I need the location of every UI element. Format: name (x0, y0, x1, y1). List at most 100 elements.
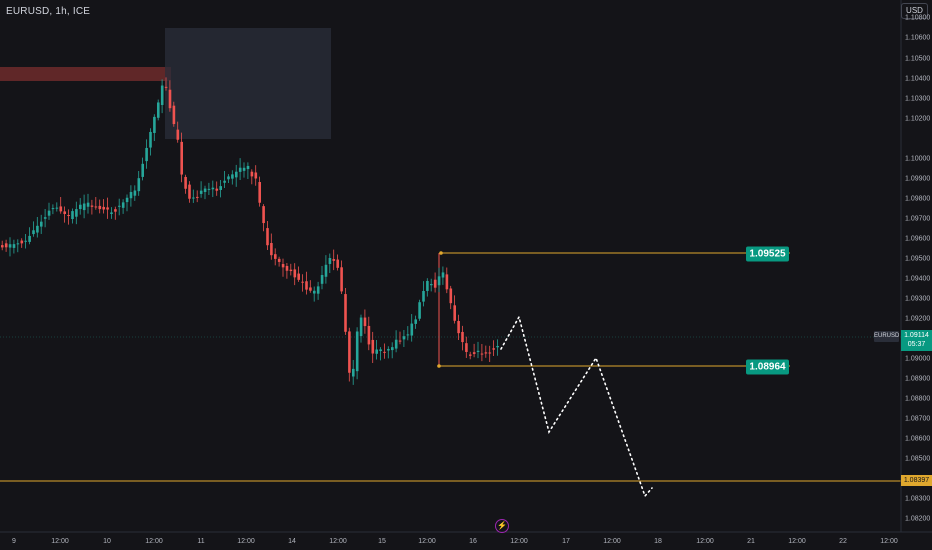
candle-body (98, 205, 102, 210)
candle-body (398, 340, 402, 342)
candle-body (430, 284, 433, 286)
candle-body (121, 202, 125, 208)
candle-body (40, 221, 43, 227)
symbol-title[interactable]: EURUSD, 1h, ICE (6, 6, 91, 17)
time-tick-label: 21 (747, 538, 755, 545)
candle-body (59, 206, 63, 212)
price-tick-label: 1.09300 (905, 295, 931, 303)
candle-body (157, 102, 160, 118)
price-tick-label: 1.08500 (905, 455, 931, 463)
candle-body (242, 167, 246, 171)
candle-body (324, 264, 328, 277)
price-tick-label: 1.08900 (905, 375, 931, 383)
candle-body (180, 141, 183, 175)
price-tick-label: 1.10600 (905, 34, 931, 42)
candle-body (289, 269, 293, 272)
candle-body (192, 197, 195, 199)
supply-zone[interactable] (0, 67, 171, 81)
price-tick-label: 1.08800 (905, 395, 931, 403)
candle-body (297, 273, 300, 280)
price-tick-label: 1.08300 (905, 495, 931, 503)
candle-body (63, 211, 66, 215)
candle-body (199, 190, 203, 194)
candle-body (235, 171, 238, 178)
candle-body (328, 258, 332, 264)
candle-body (75, 209, 78, 217)
price-tick-label: 1.09500 (905, 255, 931, 263)
candle-body (223, 180, 226, 183)
candle-body (340, 267, 343, 292)
candle-body (102, 206, 105, 210)
upper-level-price-badge[interactable]: 1.09525 (746, 246, 789, 262)
candle-body (262, 206, 265, 224)
candle-body (394, 339, 398, 349)
candle-body (285, 265, 289, 271)
candle-body (145, 147, 148, 162)
candle-body (125, 197, 129, 203)
candle-body (410, 323, 414, 336)
candle-body (281, 264, 285, 268)
candle-body (82, 203, 86, 211)
time-tick-label: 18 (654, 538, 662, 545)
candle-body (114, 209, 117, 212)
candle-body (355, 331, 359, 372)
currency-button[interactable]: USD (901, 3, 928, 19)
candle-body (367, 325, 371, 345)
candle-body (344, 294, 347, 332)
time-tick-label: 12:00 (145, 538, 163, 545)
candle-body (67, 214, 70, 216)
candle-body (188, 184, 191, 199)
candle-body (118, 205, 121, 207)
candle-body (164, 86, 168, 88)
time-tick-label: 16 (469, 538, 477, 545)
candle-body (422, 291, 425, 302)
price-tick-label: 1.08700 (905, 415, 931, 423)
candle-body (305, 281, 308, 290)
candle-body (227, 176, 230, 180)
candle-body (28, 235, 31, 242)
candle-body (441, 272, 445, 278)
candle-body (71, 211, 74, 220)
highlight-box[interactable] (165, 28, 331, 139)
candle-body (426, 280, 429, 291)
candle-body (270, 243, 273, 256)
price-tick-label: 1.10400 (905, 75, 931, 83)
candle-body (476, 350, 480, 352)
candle-body (465, 343, 468, 352)
price-tick-label: 1.09000 (905, 355, 931, 363)
candle-body (110, 212, 113, 214)
candle-body (238, 167, 242, 172)
candle-body (320, 275, 324, 284)
candle-body (211, 187, 215, 190)
candle-body (484, 352, 488, 354)
candle-body (258, 182, 261, 203)
candle-body (160, 85, 164, 105)
candle-body (47, 210, 51, 216)
price-tick-label: 1.09800 (905, 195, 931, 203)
time-tick-label: 14 (288, 538, 296, 545)
candle-body (8, 244, 12, 248)
candle-body (79, 204, 82, 210)
candle-body (36, 225, 39, 233)
lower-level-anchor[interactable] (437, 364, 441, 368)
time-tick-label: 9 (12, 538, 16, 545)
projection-path[interactable] (500, 314, 653, 498)
time-tick-label: 12:00 (237, 538, 255, 545)
lower-level-price-badge[interactable]: 1.08964 (746, 359, 789, 375)
candle-body (293, 269, 297, 278)
candle-body (266, 228, 269, 246)
candle-body (219, 186, 222, 190)
candle-body (153, 116, 156, 133)
upper-level-anchor[interactable] (439, 251, 443, 255)
candle-body (246, 165, 250, 170)
candle-body (254, 172, 258, 179)
candle-body (371, 339, 375, 354)
candle-body (301, 281, 304, 283)
candle-body (168, 89, 172, 109)
price-tick-label: 1.10500 (905, 55, 931, 63)
bar-countdown: 05:37 (907, 341, 926, 348)
flash-icon[interactable]: ⚡ (495, 519, 509, 533)
candle-body (207, 188, 211, 190)
candle-body (391, 347, 394, 351)
